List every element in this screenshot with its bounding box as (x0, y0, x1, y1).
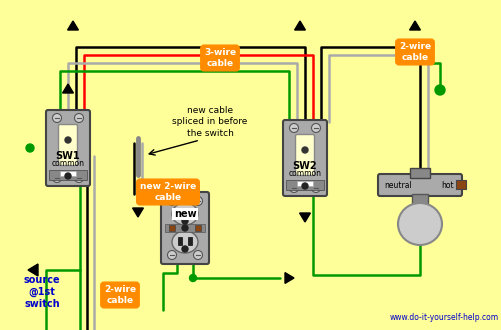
FancyBboxPatch shape (283, 120, 326, 196)
Polygon shape (68, 21, 78, 30)
Polygon shape (409, 21, 419, 30)
Circle shape (167, 196, 176, 206)
Circle shape (189, 275, 196, 281)
Circle shape (167, 250, 176, 259)
Polygon shape (294, 21, 305, 30)
Text: common: common (288, 170, 321, 179)
Bar (60, 171, 76, 176)
Bar (411, 194, 427, 204)
Ellipse shape (172, 231, 197, 253)
Polygon shape (285, 273, 294, 283)
Polygon shape (299, 213, 310, 222)
Text: new: new (173, 209, 196, 219)
Circle shape (182, 225, 188, 231)
Circle shape (182, 246, 188, 252)
FancyBboxPatch shape (377, 174, 461, 196)
Circle shape (182, 218, 188, 224)
Circle shape (53, 174, 62, 182)
Polygon shape (132, 208, 143, 217)
Bar (165, 224, 204, 232)
Circle shape (434, 85, 444, 95)
FancyBboxPatch shape (46, 110, 90, 186)
Text: 3-wire
cable: 3-wire cable (203, 48, 235, 68)
Ellipse shape (397, 203, 441, 245)
Bar (297, 181, 313, 186)
Text: new cable
spliced in before
the switch: new cable spliced in before the switch (172, 106, 247, 138)
Text: 2-wire
cable: 2-wire cable (398, 42, 430, 62)
Circle shape (26, 144, 34, 152)
Circle shape (74, 114, 83, 122)
Circle shape (74, 174, 83, 182)
Text: 2-wire
cable: 2-wire cable (104, 285, 136, 305)
FancyBboxPatch shape (59, 124, 77, 166)
Text: SW2: SW2 (292, 161, 317, 171)
Bar (178, 209, 182, 217)
Bar (49, 170, 87, 180)
Text: SW1: SW1 (56, 151, 80, 161)
Bar (455, 180, 465, 189)
Circle shape (302, 147, 308, 153)
Bar (188, 209, 191, 217)
Circle shape (289, 123, 298, 133)
Circle shape (311, 183, 320, 192)
Ellipse shape (172, 203, 197, 225)
Circle shape (53, 114, 62, 122)
Bar (194, 225, 200, 231)
Circle shape (65, 137, 71, 143)
Bar (178, 237, 182, 245)
Text: common: common (52, 159, 84, 169)
Bar (169, 225, 175, 231)
Circle shape (311, 123, 320, 133)
Circle shape (193, 250, 202, 259)
Text: source
@1st
switch: source @1st switch (24, 275, 60, 309)
Bar (409, 168, 429, 178)
Circle shape (193, 196, 202, 206)
Bar (188, 237, 191, 245)
Bar (286, 180, 323, 190)
Text: hot: hot (441, 181, 453, 189)
FancyBboxPatch shape (161, 192, 208, 264)
Circle shape (302, 183, 308, 189)
Polygon shape (28, 264, 38, 276)
Circle shape (65, 173, 71, 179)
Text: new 2-wire
cable: new 2-wire cable (140, 182, 196, 202)
Circle shape (289, 183, 298, 192)
FancyBboxPatch shape (295, 135, 314, 176)
Polygon shape (63, 84, 73, 93)
Text: neutral: neutral (383, 181, 411, 189)
Text: www.do-it-yourself-help.com: www.do-it-yourself-help.com (389, 313, 498, 322)
